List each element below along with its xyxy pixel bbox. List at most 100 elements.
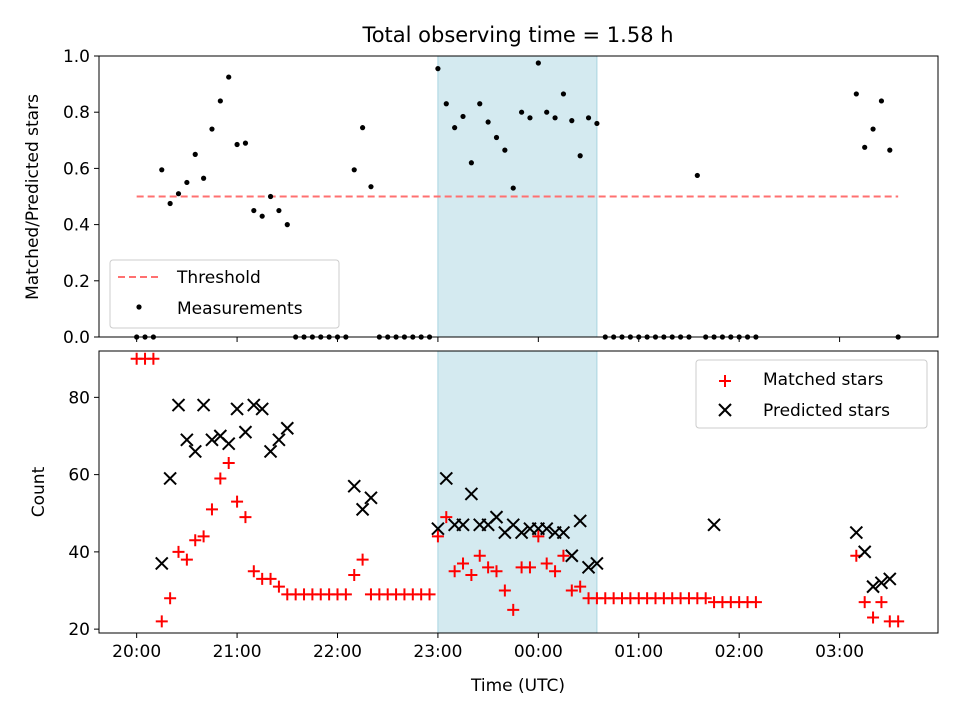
bottom-panel-y-axis-label: Count [29,466,49,517]
predicted-star-point [464,487,479,501]
matched-star-point [222,457,235,470]
matched-star-point [180,553,193,566]
measurement-point [527,115,533,121]
measurement-point [276,207,282,214]
predicted-star-point [222,437,236,451]
predicted-star-point [247,398,261,412]
predicted-star-point [565,549,579,563]
predicted-star-point [707,518,721,532]
y-tick-label: 0.8 [63,103,90,123]
top-panel-x-ticks [136,337,841,342]
measurement-point [460,113,466,120]
measurement-point [201,175,207,181]
predicted-star-point [431,521,445,536]
measurement-point [878,98,885,104]
measurement-point [535,60,541,66]
measurement-point [510,185,516,191]
matched-star-point [457,557,470,570]
predicted-star-point [514,525,529,540]
matched-star-point [172,545,185,558]
predicted-star-point [364,491,378,505]
measurement-point [887,147,893,153]
matched-star-point [540,557,553,570]
matched-star-point [574,580,587,593]
matched-star-point [482,561,495,574]
matched-star-point [565,584,578,597]
measurement-point [862,144,868,150]
bottom-panel: 20 40 60 80 20:00 21:00 22:00 23:00 00:00 01:00 0… [29,350,939,696]
predicted-star-point [155,556,169,571]
matched-star-point [473,549,486,562]
matched-star-point [875,596,888,609]
predicted-star-point [849,525,864,540]
measurement-point [267,193,274,200]
predicted-star-point [883,572,897,586]
top-legend-box [109,259,340,329]
matched-star-point [214,472,227,485]
matched-star-point [247,565,260,578]
matched-star-point [699,592,712,605]
x-tick-label: 20:00 [112,642,161,662]
matched-star-point [523,561,536,574]
top-panel-y-ticks: 0.0 0.2 0.4 0.6 0.8 1.0 [63,47,99,348]
top-legend-label-measurements: Measurements [177,299,303,319]
x-tick-label: 03:00 [815,642,864,662]
measurement-point [368,184,374,190]
matched-star-point [348,569,361,582]
measurement-point [259,213,265,219]
measurement-point [577,153,583,159]
matched-star-point [264,572,277,585]
measurement-point [209,126,215,132]
bottom-panel-y-ticks: 20 40 60 80 [68,388,99,640]
matched-star-point [356,553,369,566]
matched-star-point [532,530,545,543]
x-tick-label: 21:00 [213,642,262,662]
measurement-point [234,141,240,148]
bottom-panel-markers [130,352,905,628]
bottom-legend-label-matched: Matched stars [763,370,883,390]
y-tick-label: 60 [68,466,90,486]
y-tick-label: 40 [68,543,90,563]
bottom-legend-label-predicted: Predicted stars [763,401,890,421]
y-tick-label: 20 [68,620,90,640]
measurement-point [159,167,165,173]
predicted-star-point [866,579,880,594]
measurement-point [251,207,257,214]
matched-star-point [498,584,511,597]
matched-star-point [867,611,880,624]
bottom-panel-highlight [437,350,598,634]
matched-star-point [423,588,436,601]
predicted-star-point [163,471,177,486]
x-tick-label: 23:00 [413,642,462,662]
matched-star-point [431,530,444,543]
y-tick-label: 0.2 [63,272,90,292]
x-tick-label: 00:00 [514,642,563,662]
predicted-star-point [280,421,294,435]
bottom-panel-frame [98,350,939,634]
measurement-point [477,101,483,107]
matched-star-point [507,603,520,616]
x-tick-label: 22:00 [313,642,362,662]
measurement-point [870,126,876,132]
matched-star-point [164,592,177,605]
measurements-legend-swatch [136,304,142,310]
predicted-star-point [857,545,872,559]
matched-star-point [197,530,210,543]
predicted-star-point [205,433,219,447]
y-tick-label: 1.0 [63,47,90,67]
measurement-point [502,147,508,153]
bottom-panel-x-ticks: 20:00 21:00 22:00 23:00 00:00 01:00 02:00 03:00 [112,633,864,662]
x-tick-label: 01:00 [614,642,663,662]
measurement-point [594,120,600,127]
top-legend-label-threshold: Threshold [176,268,261,288]
top-panel-markers [134,60,901,340]
matched-star-point [892,615,905,628]
matched-star-point [448,565,461,578]
measurement-point [485,119,491,125]
measurement-point [853,91,859,97]
matched-star-point [339,588,352,601]
measurement-point [552,115,558,121]
measurement-point [443,101,449,107]
measurement-point [585,115,592,121]
